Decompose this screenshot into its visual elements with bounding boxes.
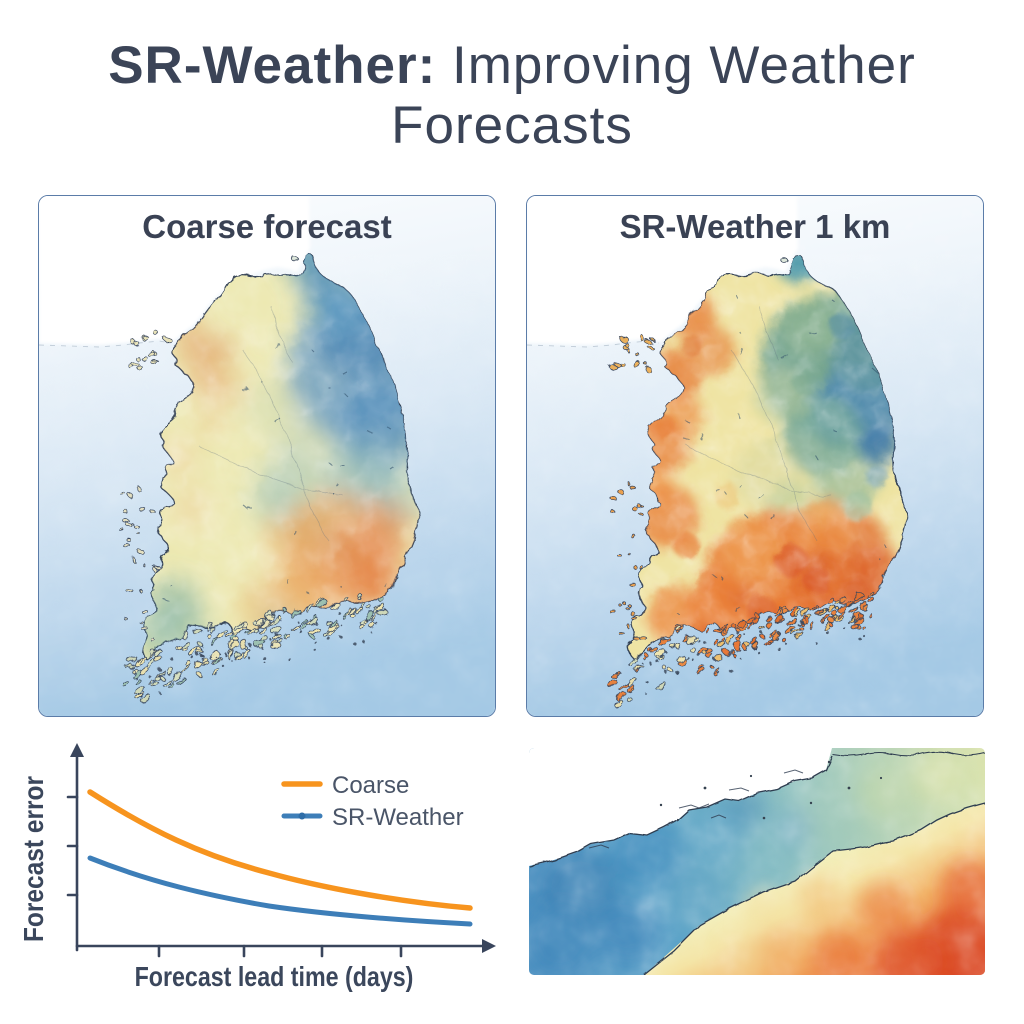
svg-text:Coarse: Coarse (332, 772, 409, 799)
svg-text:Forecast error: Forecast error (17, 776, 49, 942)
svg-text:Forecast lead time (days): Forecast lead time (days) (135, 962, 414, 992)
svg-text:SR-Weather: SR-Weather (332, 804, 464, 831)
